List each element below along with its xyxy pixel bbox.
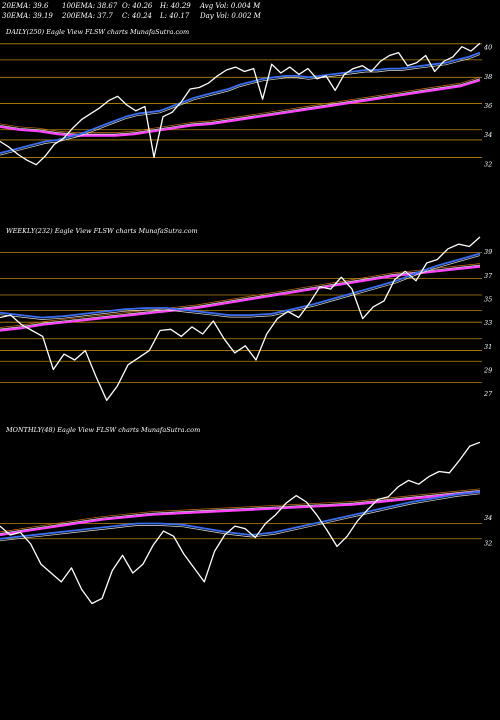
weekly-ytick-label: 27 (483, 390, 493, 398)
monthly-panel: 34 32 (0, 441, 492, 605)
daily-ema-mid-line (0, 78, 481, 135)
weekly-panel: 39 37 35 33 31 29 27 (0, 236, 493, 401)
daily-ytick-label: 34 (484, 131, 492, 139)
daily-ema-fast-line (0, 51, 481, 154)
monthly-chart-title: MONTHLY(48) Eagle View FLSW charts Munaf… (6, 426, 201, 434)
daily-ema-gray-line (0, 54, 481, 156)
weekly-ytick-label: 39 (484, 248, 492, 256)
monthly-ytick-label: 34 (484, 514, 492, 522)
weekly-ytick-label: 33 (484, 319, 492, 327)
high-value: H: 40.29 (160, 2, 191, 10)
monthly-ema-gray-line (0, 493, 481, 542)
low-value: L: 40.17 (160, 12, 190, 20)
weekly-ytick-label: 31 (484, 343, 492, 351)
weekly-ema-fast-line (0, 252, 481, 319)
weekly-ema-orange-line (0, 263, 481, 328)
monthly-ema-orange-line (0, 488, 481, 533)
day-vol-value: Day Vol: 0.002 M (200, 12, 261, 20)
daily-panel: 40 38 36 34 32 (0, 42, 492, 168)
monthly-ema-slow-line (0, 490, 481, 537)
weekly-ytick-label: 37 (484, 272, 493, 280)
daily-ytick-label: 38 (484, 73, 492, 81)
daily-ytick-label: 36 (484, 102, 492, 110)
daily-ytick-label: 32 (484, 160, 492, 168)
monthly-ema-mid-line (0, 489, 481, 534)
daily-ema-slow-line (0, 79, 481, 137)
ema30-value: 30EMA: 39.19 (2, 12, 53, 20)
monthly-ema-fast-line (0, 490, 481, 540)
weekly-price-line (0, 236, 481, 401)
daily-chart-title: DAILY(250) Eagle View FLSW charts Munafa… (6, 28, 190, 36)
weekly-ytick-label: 35 (484, 296, 492, 304)
monthly-price-line (0, 441, 481, 605)
weekly-ema-gray-line (0, 255, 481, 320)
open-value: O: 40.26 (122, 2, 153, 10)
daily-ema-orange-line (0, 76, 481, 133)
monthly-ytick-label: 32 (484, 540, 492, 548)
daily-ytick-label: 40 (483, 44, 492, 52)
ema200-value: 200EMA: 37.7 (62, 12, 113, 20)
avg-vol-value: Avg Vol: 0.004 M (200, 2, 261, 10)
daily-price-line (0, 42, 481, 166)
weekly-ytick-label: 29 (483, 367, 492, 375)
close-value: C: 40.24 (122, 12, 152, 20)
weekly-chart-title: WEEKLY(232) Eagle View FLSW charts Munaf… (6, 227, 198, 235)
ema20-value: 20EMA: 39.6 (2, 2, 49, 10)
weekly-ema-mid-line (0, 264, 481, 330)
ema100-value: 100EMA: 38.67 (62, 2, 118, 10)
